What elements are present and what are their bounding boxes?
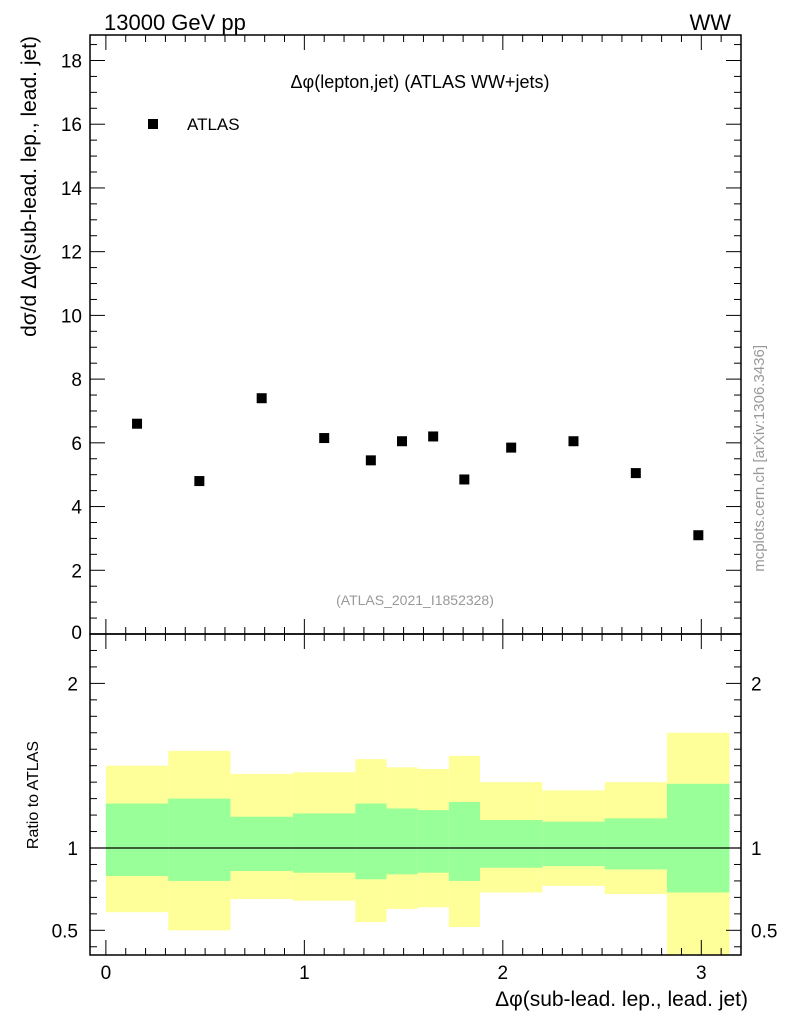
y-tick-label: 16 <box>61 115 82 136</box>
y-axis-label: dσ/d Δφ(sub-lead. lep., lead. jet) <box>18 36 41 337</box>
data-point-6 <box>397 436 408 447</box>
ratio-tick-label-left: 0.5 <box>52 921 78 942</box>
data-point-1 <box>132 418 143 429</box>
ratio-bands <box>90 732 741 955</box>
stat-band-bin-3 <box>230 816 293 872</box>
ratio-axes: 0 1 2 3 0.5 0.5 1 1 2 2 <box>52 633 777 984</box>
ratio-y-label: Ratio to ATLAS <box>25 741 42 849</box>
stat-band-bin-6 <box>386 808 418 875</box>
main-panel: 2 4 6 8 10 12 14 16 18 0 Δφ(lepton,jet) (ATLAS WW… <box>18 34 742 644</box>
ratio-tick-label-left: 1 <box>67 839 78 860</box>
x-axis-label: Δφ(sub-lead. lep., lead. jet) <box>495 988 748 1011</box>
stat-band-bin-10 <box>542 821 605 867</box>
stat-band-bin-11 <box>604 818 667 870</box>
y-tick-label: 2 <box>71 561 82 582</box>
data-point-9 <box>506 442 517 453</box>
y-tick-label: 6 <box>71 434 82 455</box>
side-label: mcplots.cern.ch [arXiv:1306.3436] <box>751 345 768 572</box>
chart-title: Δφ(lepton,jet) (ATLAS WW+jets) <box>291 72 550 92</box>
ratio-tick-label-right: 2 <box>751 674 762 695</box>
x-tick-label: 3 <box>696 963 707 984</box>
ratio-panel: 0 1 2 3 0.5 0.5 1 1 2 2 Ratio to ATLAS <box>25 633 777 984</box>
data-point-4 <box>319 433 330 444</box>
y-tick-label: 4 <box>71 498 82 519</box>
ratio-tick-label-right: 0.5 <box>751 921 777 942</box>
x-tick-label: 2 <box>498 963 509 984</box>
header-left: 13000 GeV pp <box>104 10 246 35</box>
data-point-7 <box>428 431 439 442</box>
legend: ATLAS <box>148 115 240 134</box>
stat-band-bin-9 <box>480 820 543 868</box>
y-tick-label: 18 <box>61 51 82 72</box>
data-point-11 <box>630 468 641 479</box>
stat-band-bin-7 <box>417 810 449 873</box>
stat-band-bin-4 <box>292 813 356 873</box>
data-point-12 <box>693 530 704 541</box>
legend-marker <box>148 119 158 129</box>
data-point-10 <box>568 436 579 447</box>
y-tick-label: 10 <box>61 306 82 327</box>
data-point-8 <box>459 474 470 485</box>
stat-band-bin-2 <box>168 798 231 881</box>
stat-band-bin-12 <box>666 783 730 893</box>
y-tick-label: 8 <box>71 370 82 391</box>
stat-band-bin-1 <box>105 803 169 876</box>
data-point-5 <box>365 455 376 466</box>
data-point-2 <box>194 476 205 487</box>
x-tick-label: 1 <box>299 963 310 984</box>
main-axes: 2 4 6 8 10 12 14 16 18 0 <box>61 34 742 644</box>
main-data-points <box>132 393 704 541</box>
header-right: WW <box>689 10 731 35</box>
legend-label: ATLAS <box>187 115 240 134</box>
y-tick-label: 14 <box>61 179 83 200</box>
ratio-tick-label-left: 2 <box>67 674 78 695</box>
stat-band-bin-5 <box>355 803 387 880</box>
ratio-tick-label-right: 1 <box>751 839 762 860</box>
ratio-frame <box>89 633 742 956</box>
y-tick-label: 12 <box>61 243 82 264</box>
analysis-id-watermark: (ATLAS_2021_I1852328) <box>336 592 494 608</box>
stat-band-bin-8 <box>448 801 481 881</box>
data-point-3 <box>256 393 267 404</box>
y-tick-label-zero: 0 <box>71 623 82 644</box>
x-tick-label: 0 <box>101 963 112 984</box>
